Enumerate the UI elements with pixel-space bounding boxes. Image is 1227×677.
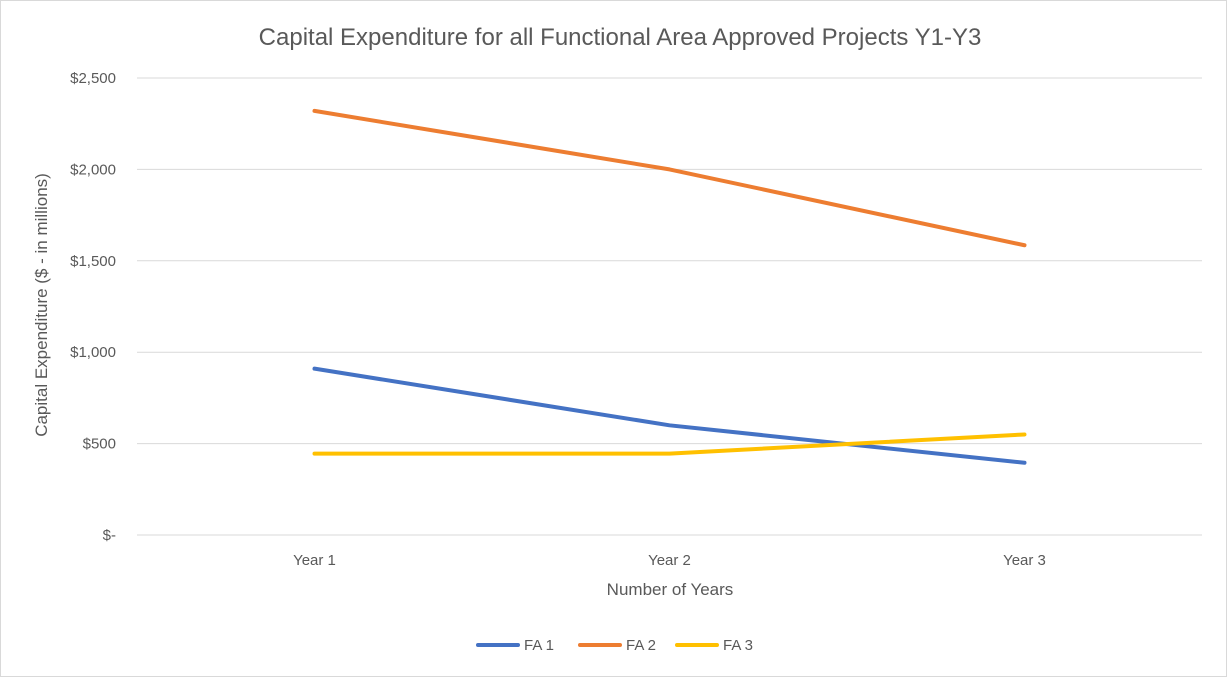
y-tick-label: $1,000 (70, 344, 116, 361)
legend-label: FA 2 (626, 637, 656, 654)
x-tick-label: Year 1 (293, 552, 336, 569)
gridlines (137, 77, 1202, 536)
y-tick-label: $2,000 (70, 161, 116, 178)
chart-title: Capital Expenditure for all Functional A… (259, 24, 982, 51)
y-tick-label: $1,500 (70, 253, 116, 270)
series-lines (312, 108, 1027, 465)
series-line-fa-3 (312, 432, 1027, 456)
y-tick-label: $2,500 (70, 70, 116, 87)
series-line-fa-2 (312, 108, 1027, 248)
legend-label: FA 1 (524, 637, 554, 654)
legend-label: FA 3 (723, 637, 753, 654)
y-axis-ticks: $- $500 $1,000 $1,500 $2,000 $2,500 (70, 70, 116, 544)
y-axis-title: Capital Expenditure ($ - in millions) (32, 173, 51, 437)
y-tick-label: $500 (83, 436, 116, 453)
x-axis-ticks: Year 1 Year 2 Year 3 (293, 552, 1046, 569)
legend: FA 1 FA 2 FA 3 (476, 637, 753, 654)
x-tick-label: Year 2 (648, 552, 691, 569)
series-line-fa-1 (312, 366, 1027, 465)
x-axis-title: Number of Years (607, 580, 734, 599)
x-tick-label: Year 3 (1003, 552, 1046, 569)
y-tick-label: $- (103, 527, 116, 544)
